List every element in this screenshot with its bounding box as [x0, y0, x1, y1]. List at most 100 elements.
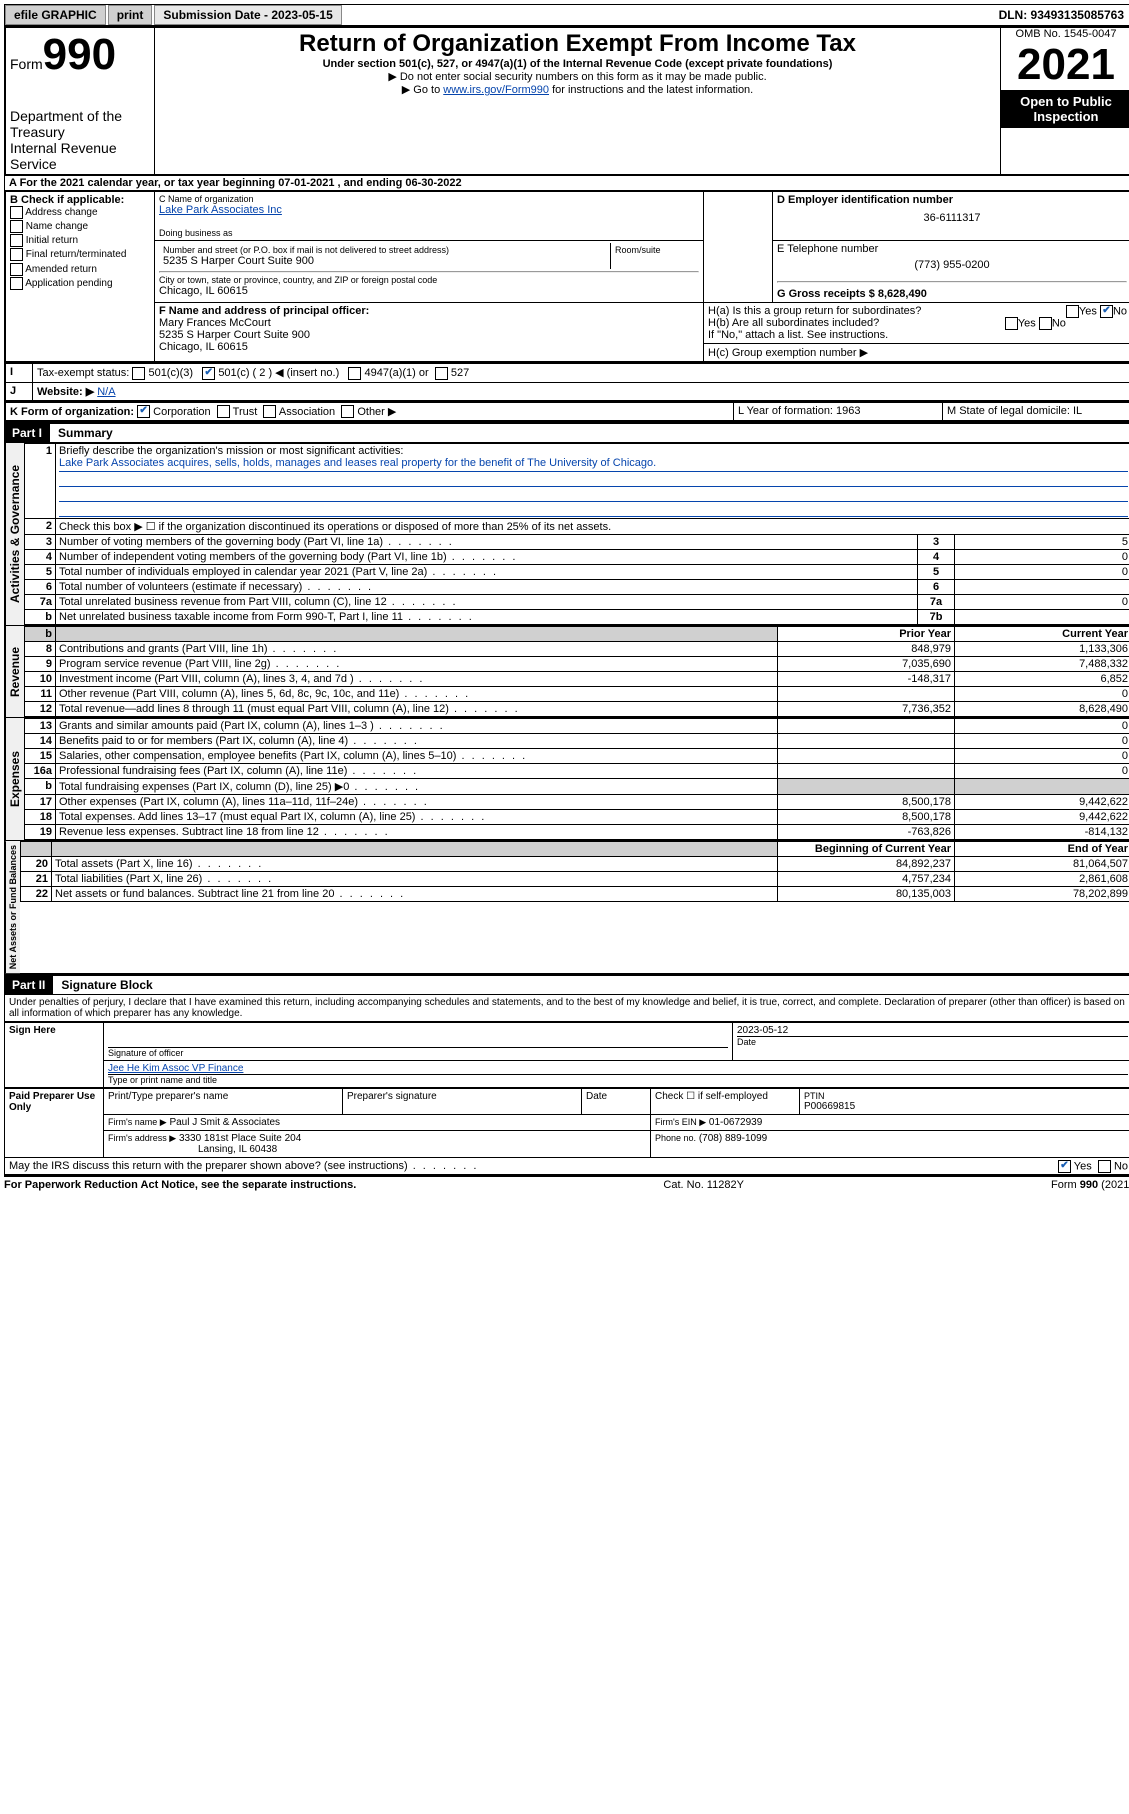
efile-label: efile GRAPHIC — [5, 5, 106, 25]
form990-link[interactable]: www.irs.gov/Form990 — [443, 84, 549, 96]
527-checkbox[interactable] — [435, 367, 448, 380]
b-item-0: Address change — [25, 207, 97, 218]
4947-checkbox[interactable] — [348, 367, 361, 380]
may-irs-text: May the IRS discuss this return with the… — [9, 1160, 478, 1172]
row-num: 6 — [25, 580, 56, 595]
revenue-table: b Prior Year Current Year 8 Contribution… — [24, 626, 1129, 717]
row-prior — [778, 779, 955, 795]
k-assoc: Association — [279, 406, 335, 418]
row-val — [955, 580, 1129, 595]
row-prior: 80,135,003 — [778, 887, 955, 902]
firm-phone-label: Phone no. — [655, 1133, 696, 1143]
row-current: 0 — [955, 764, 1129, 779]
row-current: 7,488,332 — [955, 657, 1129, 672]
row-current: 8,628,490 — [955, 702, 1129, 717]
k-corp-checkbox[interactable] — [137, 405, 150, 418]
row-current: 2,861,608 — [955, 872, 1129, 887]
row-num: 4 — [25, 550, 56, 565]
row-ref: 5 — [918, 565, 955, 580]
g-label: G Gross receipts $ 8,628,490 — [777, 288, 1127, 300]
k-other-checkbox[interactable] — [341, 405, 354, 418]
expenses-table: 13 Grants and similar amounts paid (Part… — [24, 718, 1129, 840]
k-assoc-checkbox[interactable] — [263, 405, 276, 418]
tax-year: 2021 — [1001, 40, 1129, 90]
final-return-checkbox[interactable] — [10, 248, 23, 261]
part1-netassets: Net Assets or Fund Balances Beginning of… — [4, 841, 1129, 974]
row-num: 20 — [21, 857, 52, 872]
amended-checkbox[interactable] — [10, 263, 23, 276]
i-501c: 501(c) ( 2 ) ◀ (insert no.) — [218, 367, 339, 379]
name-change-checkbox[interactable] — [10, 220, 23, 233]
hb-yes-checkbox[interactable] — [1005, 317, 1018, 330]
f-label: F Name and address of principal officer: — [159, 305, 699, 317]
b-item-4: Amended return — [25, 264, 97, 275]
row-current: -814,132 — [955, 825, 1129, 840]
l-label: L Year of formation: 1963 — [734, 402, 943, 421]
row-current: 0 — [955, 687, 1129, 702]
addr-change-checkbox[interactable] — [10, 206, 23, 219]
k-trust-checkbox[interactable] — [217, 405, 230, 418]
j-label: Website: ▶ — [37, 386, 94, 398]
row-ref: 7a — [918, 595, 955, 610]
row-prior: 84,892,237 — [778, 857, 955, 872]
ha-yes-checkbox[interactable] — [1066, 305, 1079, 318]
part1-header-row: Part I Summary — [4, 422, 1129, 443]
no-2: No — [1052, 317, 1066, 329]
firm-phone: (708) 889-1099 — [699, 1133, 767, 1144]
firm-addr1: 3330 181st Place Suite 204 — [179, 1133, 301, 1144]
sig-officer-label: Signature of officer — [108, 1048, 728, 1058]
row-text: Number of independent voting members of … — [56, 550, 918, 565]
row-text: Total fundraising expenses (Part IX, col… — [56, 779, 778, 795]
paperwork-notice: For Paperwork Reduction Act Notice, see … — [4, 1179, 356, 1191]
row-text: Benefits paid to or for members (Part IX… — [56, 734, 778, 749]
hb-no-checkbox[interactable] — [1039, 317, 1052, 330]
row-num: 3 — [25, 535, 56, 550]
501c3-checkbox[interactable] — [132, 367, 145, 380]
row-prior: 8,500,178 — [778, 810, 955, 825]
officer-signature-line[interactable] — [108, 1025, 728, 1048]
row-ref: 4 — [918, 550, 955, 565]
row-ref: 3 — [918, 535, 955, 550]
governance-table: 1 Briefly describe the organization's mi… — [24, 443, 1129, 625]
date-label: Date — [737, 1036, 1128, 1047]
initial-return-checkbox[interactable] — [10, 234, 23, 247]
no-3: No — [1114, 1161, 1128, 1173]
org-name[interactable]: Lake Park Associates Inc — [159, 204, 699, 216]
ha-no-checkbox[interactable] — [1100, 305, 1113, 318]
officer-typed-name: Jee He Kim Assoc VP Finance — [108, 1063, 1128, 1075]
paid-preparer-label: Paid Preparer Use Only — [5, 1089, 104, 1158]
row-current: 0 — [955, 749, 1129, 764]
sig-date: 2023-05-12 — [737, 1025, 1128, 1036]
mission-blank-1 — [59, 472, 1128, 487]
irs-yes-checkbox[interactable] — [1058, 1160, 1071, 1173]
room-label: Room/suite — [611, 243, 699, 269]
line1-label: Briefly describe the organization's miss… — [59, 445, 1128, 457]
website-value[interactable]: N/A — [97, 386, 115, 398]
prep-name-label: Print/Type preparer's name — [104, 1089, 343, 1115]
ptin-value: P00669815 — [804, 1101, 1128, 1112]
cat-no: Cat. No. 11282Y — [663, 1179, 744, 1191]
org-info-block: B Check if applicable: Address change Na… — [4, 191, 1129, 363]
form-title: Return of Organization Exempt From Incom… — [159, 30, 996, 58]
firm-ein-label: Firm's EIN ▶ — [655, 1117, 706, 1127]
row-text: Number of voting members of the governin… — [56, 535, 918, 550]
vlabel-expenses: Expenses — [5, 718, 24, 840]
b-item-3: Final return/terminated — [26, 250, 127, 261]
row-text: Program service revenue (Part VIII, line… — [56, 657, 778, 672]
row-ref: 7b — [918, 610, 955, 625]
no-1: No — [1113, 305, 1127, 317]
row-val — [955, 610, 1129, 625]
row-num: b — [25, 779, 56, 795]
501c-checkbox[interactable] — [202, 367, 215, 380]
print-button[interactable]: print — [108, 5, 153, 25]
row-num: 21 — [21, 872, 52, 887]
k-other: Other ▶ — [357, 406, 396, 418]
row-prior — [778, 764, 955, 779]
app-pending-checkbox[interactable] — [10, 277, 23, 290]
row-num: 8 — [25, 642, 56, 657]
part1-title: Summary — [50, 426, 113, 440]
irs-no-checkbox[interactable] — [1098, 1160, 1111, 1173]
b-item-5: Application pending — [25, 278, 112, 289]
row-num: 9 — [25, 657, 56, 672]
row-num: 5 — [25, 565, 56, 580]
